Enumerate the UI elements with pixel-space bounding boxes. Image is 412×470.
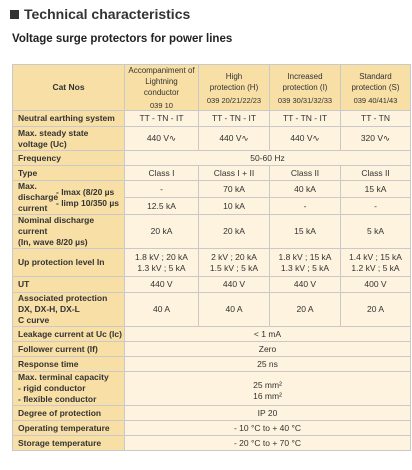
- table-row: Up protection level In 1.8 kV ; 20 kA 1.…: [12, 248, 411, 277]
- table-cell: 20 A: [340, 292, 411, 327]
- column-header-high: High protection (H) 039 20/21/22/23: [198, 64, 270, 111]
- row-label-max-discharge: Max. discharge current - Imax (8/20 µs -…: [12, 180, 125, 215]
- row-label-leakage: Leakage current at Uc (Ic): [12, 326, 125, 342]
- table-row: Storage temperature - 20 °C to + 70 °C: [12, 435, 411, 451]
- table-row: Nominal discharge current (In, wave 8/20…: [12, 214, 411, 249]
- table-cell: 20 A: [269, 292, 341, 327]
- table-cell: 25 ns: [124, 356, 411, 372]
- table-row: Frequency 50-60 Hz: [12, 150, 411, 166]
- table-cell: 440 V: [269, 276, 341, 293]
- table-row: Operating temperature - 10 °C to + 40 °C: [12, 420, 411, 436]
- table-row: Leakage current at Uc (Ic) < 1 mA: [12, 326, 411, 342]
- table-row: Degree of protection IP 20: [12, 405, 411, 421]
- page-subtitle: Voltage surge protectors for power lines: [12, 33, 233, 45]
- table-row: 12.5 kA 10 kA - -: [13, 197, 411, 215]
- table-cell: < 1 mA: [124, 326, 411, 342]
- table-cell: 25 mm² 16 mm²: [124, 371, 411, 406]
- row-label-degree: Degree of protection: [12, 405, 125, 421]
- row-label-associated-protection: Associated protection DX, DX-H, DX-L C c…: [12, 292, 125, 327]
- table-cell: 320 V∿: [340, 126, 411, 151]
- row-label-up-level: Up protection level In: [12, 248, 125, 277]
- table-cell: Class I + II: [198, 165, 270, 181]
- page-title: Technical characteristics: [24, 6, 191, 22]
- table-cell: 1.8 kV ; 20 kA 1.3 kV ; 5 kA: [124, 248, 199, 277]
- table-cell: 5 kA: [340, 214, 411, 249]
- table-row: Max. discharge current - Imax (8/20 µs -…: [12, 180, 411, 215]
- row-label-operating-temperature: Operating temperature: [12, 420, 125, 436]
- row-label-frequency: Frequency: [12, 150, 125, 166]
- table-cell: -: [340, 197, 411, 215]
- table-cell: 440 V∿: [124, 126, 199, 151]
- table-cell: IP 20: [124, 405, 411, 421]
- table-cell: Zero: [124, 341, 411, 357]
- row-label-nominal-discharge: Nominal discharge current (In, wave 8/20…: [12, 214, 125, 249]
- table-cell: 400 V: [340, 276, 411, 293]
- table-cell: 1.8 kV ; 15 kA 1.3 kV ; 5 kA: [269, 248, 341, 277]
- row-label-follower: Follower current (If): [12, 341, 125, 357]
- table-row: Type Class I Class I + II Class II Class…: [12, 165, 411, 181]
- table-cell: -: [124, 180, 199, 198]
- table-cell: 440 V: [124, 276, 199, 293]
- table-cell: 40 A: [198, 292, 270, 327]
- column-header-increased: Increased protection (I) 039 30/31/32/33: [269, 64, 341, 111]
- table-header-row: Cat Nos Accompaniment of Lightning condu…: [12, 64, 411, 111]
- table-row: Response time 25 ns: [12, 356, 411, 372]
- table-cell: - 10 °C to + 40 °C: [124, 420, 411, 436]
- catnos-label: Cat Nos: [12, 64, 125, 111]
- table-row: Follower current (If) Zero: [12, 341, 411, 357]
- row-label-response: Response time: [12, 356, 125, 372]
- table-cell: 70 kA: [198, 180, 270, 198]
- technical-characteristics-table: Cat Nos Accompaniment of Lightning condu…: [12, 64, 411, 451]
- table-cell: TT - TN - IT: [124, 110, 199, 127]
- table-cell: 12.5 kA: [124, 197, 199, 215]
- table-row: Neutral earthing system TT - TN - IT TT …: [12, 110, 411, 127]
- row-label-terminal-capacity: Max. terminal capacity - rigid conductor…: [12, 371, 125, 406]
- row-label-neutral: Neutral earthing system: [12, 110, 125, 127]
- row-label-storage-temperature: Storage temperature: [12, 435, 125, 451]
- table-row: Max. terminal capacity - rigid conductor…: [12, 371, 411, 406]
- table-cell: TT - TN - IT: [269, 110, 341, 127]
- table-cell: 15 kA: [269, 214, 341, 249]
- table-cell: 10 kA: [198, 197, 270, 215]
- table-cell: 440 V: [198, 276, 270, 293]
- table-row: Associated protection DX, DX-H, DX-L C c…: [12, 292, 411, 327]
- table-cell: 50-60 Hz: [124, 150, 411, 166]
- table-cell: - 20 °C to + 70 °C: [124, 435, 411, 451]
- square-bullet-icon: [10, 9, 19, 19]
- table-cell: 1.4 kV ; 15 kA 1.2 kV ; 5 kA: [340, 248, 411, 277]
- row-label-type: Type: [12, 165, 125, 181]
- row-label-max-voltage: Max. steady state voltage (Uc): [12, 126, 125, 151]
- table-cell: -: [269, 197, 341, 215]
- table-cell: 20 kA: [198, 214, 270, 249]
- column-header-lightning: Accompaniment of Lightning conductor 039…: [124, 64, 199, 111]
- table-row: UT 440 V 440 V 440 V 400 V: [12, 276, 411, 293]
- table-row: Max. steady state voltage (Uc) 440 V∿ 44…: [12, 126, 411, 151]
- table-cell: 40 kA: [269, 180, 341, 198]
- table-cell: 440 V∿: [269, 126, 341, 151]
- column-header-standard: Standard protection (S) 039 40/41/43: [340, 64, 411, 111]
- table-cell: 2 kV ; 20 kA 1.5 kV ; 5 kA: [198, 248, 270, 277]
- table-cell: TT - TN: [340, 110, 411, 127]
- table-cell: 20 kA: [124, 214, 199, 249]
- table-cell: Class II: [269, 165, 341, 181]
- table-cell: 40 A: [124, 292, 199, 327]
- table-cell: 15 kA: [340, 180, 411, 198]
- section-heading: Technical characteristics: [10, 4, 190, 24]
- table-cell: Class I: [124, 165, 199, 181]
- row-label-ut: UT: [12, 276, 125, 293]
- table-cell: TT - TN - IT: [198, 110, 270, 127]
- table-cell: 440 V∿: [198, 126, 270, 151]
- table-cell: Class II: [340, 165, 411, 181]
